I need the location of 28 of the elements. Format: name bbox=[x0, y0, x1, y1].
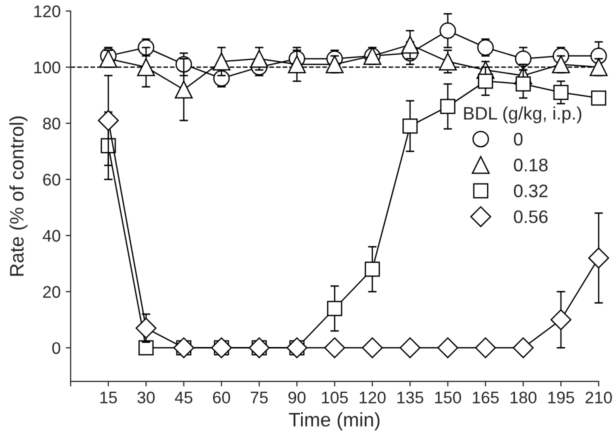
y-tick-label: 40 bbox=[42, 230, 60, 242]
x-tick-label: 135 bbox=[397, 392, 424, 404]
y-tick-label: 20 bbox=[43, 286, 60, 298]
y-tick-label: 60 bbox=[43, 174, 60, 186]
y-tick-label: 0 bbox=[52, 342, 60, 354]
x-tick-label: 195 bbox=[548, 392, 574, 404]
legend-label: 0.56 bbox=[514, 210, 548, 224]
x-tick-label: 120 bbox=[360, 392, 386, 404]
legend-label: 0.18 bbox=[514, 158, 548, 172]
x-tick-label: 90 bbox=[288, 392, 306, 404]
x-tick-label: 105 bbox=[322, 392, 348, 404]
x-tick-label: 15 bbox=[100, 392, 117, 404]
x-tick-label: 210 bbox=[586, 392, 612, 404]
x-tick-label: 45 bbox=[174, 392, 192, 404]
legend-title: BDL (g/kg, i.p.) bbox=[464, 106, 582, 124]
y-tick-label: 100 bbox=[34, 62, 60, 74]
y-axis-title: Rate (% of control) bbox=[9, 116, 28, 276]
legend-label: 0 bbox=[514, 132, 523, 146]
x-tick-label: 150 bbox=[435, 392, 462, 404]
x-tick-label: 180 bbox=[510, 392, 536, 404]
y-tick-label: 80 bbox=[43, 118, 60, 130]
x-tick-label: 165 bbox=[472, 392, 499, 404]
x-tick-label: 30 bbox=[137, 392, 155, 404]
legend-label: 0.32 bbox=[514, 184, 548, 198]
y-tick-label: 120 bbox=[34, 5, 60, 18]
x-tick-label: 75 bbox=[250, 392, 268, 404]
x-tick-label: 60 bbox=[213, 392, 230, 404]
x-axis-title: Time (min) bbox=[288, 412, 380, 430]
